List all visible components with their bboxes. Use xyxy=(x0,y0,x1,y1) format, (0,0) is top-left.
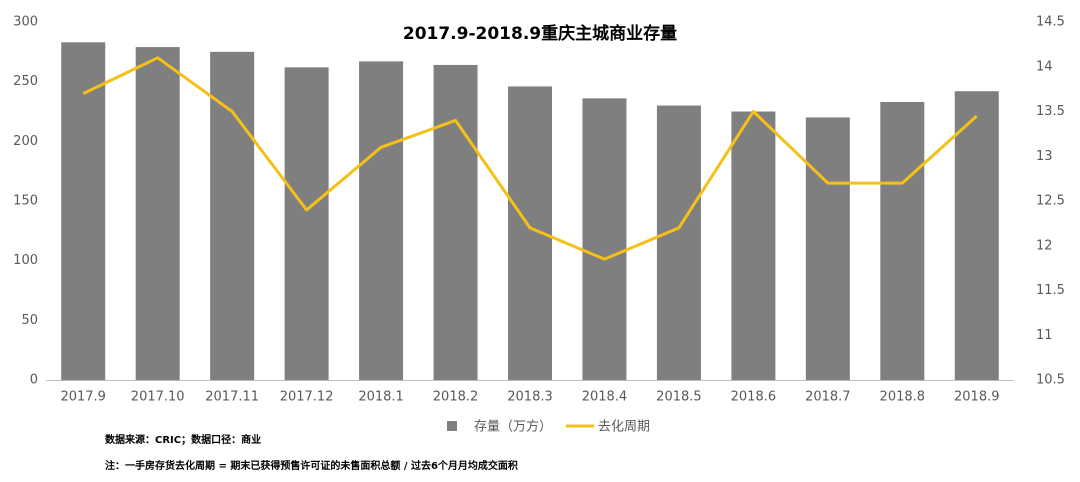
y2-tick-label: 11.5 xyxy=(1036,283,1065,298)
y-tick-label: 0 xyxy=(30,373,38,388)
bar xyxy=(954,91,999,381)
x-tick-label: 2018.8 xyxy=(880,390,926,405)
y-tick-label: 150 xyxy=(13,194,38,209)
x-tick-label: 2018.7 xyxy=(805,390,851,405)
y2-tick-label: 12.5 xyxy=(1036,194,1065,209)
y-tick-label: 50 xyxy=(21,313,38,328)
y2-tick-label: 13 xyxy=(1036,149,1053,164)
x-tick-label: 2018.1 xyxy=(358,390,404,405)
x-tick-label: 2017.9 xyxy=(60,390,106,405)
bar xyxy=(433,64,478,381)
y2-tick-label: 12 xyxy=(1036,238,1053,253)
line xyxy=(82,56,978,261)
bar xyxy=(880,101,925,380)
x-tick-label: 2018.5 xyxy=(656,390,702,405)
chart-title: 2017.9-2018.9重庆主城商业存量 xyxy=(403,23,677,44)
bar xyxy=(359,61,404,380)
x-tick-label: 2018.3 xyxy=(507,390,553,405)
bar xyxy=(135,47,180,381)
x-tick-label: 2017.10 xyxy=(131,390,185,405)
footnote: 注：一手房存货去化周期 = 期末已获得预售许可证的未售面积总额 / 过去6个月月… xyxy=(105,459,518,472)
legend-swatch xyxy=(447,421,457,431)
bar xyxy=(61,42,106,380)
x-tick-label: 2018.2 xyxy=(433,390,479,405)
y2-tick-label: 14.5 xyxy=(1036,15,1065,30)
legend-label: 去化周期 xyxy=(598,420,650,435)
x-tick-label: 2018.9 xyxy=(954,390,1000,405)
y2-tick-label: 10.5 xyxy=(1036,373,1065,388)
x-tick-label: 2017.12 xyxy=(280,390,334,405)
bar xyxy=(284,67,329,380)
y-tick-label: 200 xyxy=(13,134,38,149)
y2-tick-label: 14 xyxy=(1036,59,1053,74)
bar xyxy=(805,117,850,380)
legend-label: 存量（万方） xyxy=(474,419,552,435)
bar xyxy=(582,98,627,380)
bar xyxy=(656,105,701,381)
y-tick-label: 100 xyxy=(13,253,38,268)
y-tick-label: 300 xyxy=(13,15,38,30)
x-tick-label: 2017.11 xyxy=(205,390,259,405)
x-tick-label: 2018.4 xyxy=(582,390,628,405)
x-tick-label: 2018.6 xyxy=(731,390,777,405)
source-note: 数据来源：CRIC；数据口径：商业 xyxy=(105,433,261,446)
bar xyxy=(210,51,255,380)
y-tick-label: 250 xyxy=(13,74,38,89)
y2-tick-label: 13.5 xyxy=(1036,104,1065,119)
bar xyxy=(731,111,776,380)
y2-tick-label: 11 xyxy=(1036,328,1053,343)
